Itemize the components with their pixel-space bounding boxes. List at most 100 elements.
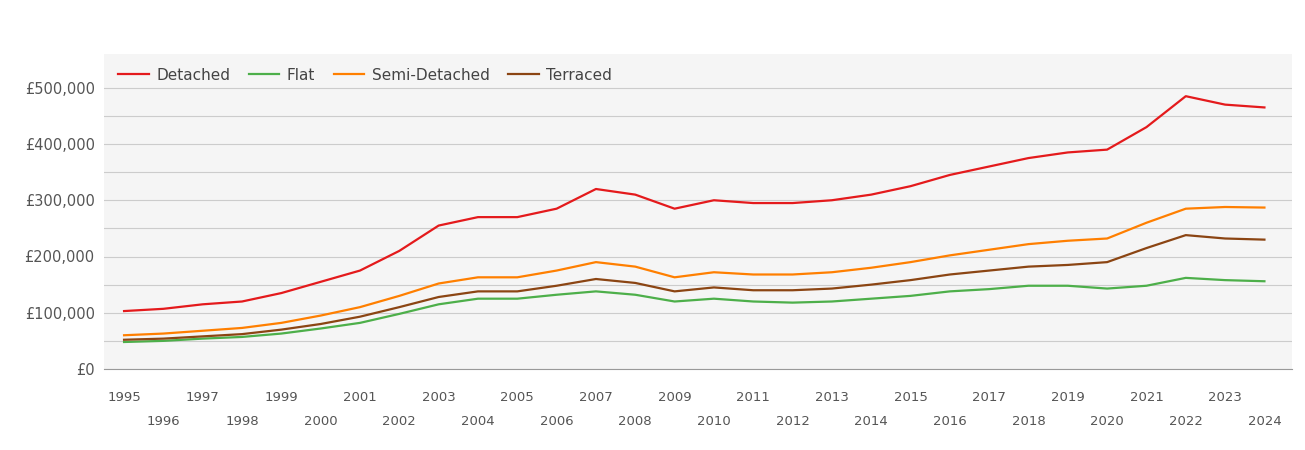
Text: 2012: 2012	[775, 415, 809, 428]
Text: 2010: 2010	[697, 415, 731, 428]
Terraced	[667, 289, 683, 294]
Terraced	[981, 268, 997, 273]
Semi-Detached	[1139, 220, 1155, 225]
Detached	[1060, 150, 1075, 155]
Detached	[784, 200, 800, 206]
Terraced	[431, 294, 446, 300]
Semi-Detached	[352, 304, 368, 310]
Detached	[1218, 102, 1233, 108]
Terraced	[589, 276, 604, 282]
Terraced	[864, 282, 880, 287]
Flat	[745, 299, 761, 304]
Text: 2001: 2001	[343, 391, 377, 404]
Detached	[194, 302, 210, 307]
Flat	[392, 311, 407, 317]
Flat	[1021, 283, 1036, 288]
Text: 1997: 1997	[185, 391, 219, 404]
Terraced	[470, 289, 485, 294]
Detached	[981, 164, 997, 169]
Text: 2013: 2013	[814, 391, 848, 404]
Terraced	[1257, 237, 1272, 242]
Detached	[392, 248, 407, 254]
Text: 2006: 2006	[540, 415, 573, 428]
Detached	[589, 186, 604, 192]
Text: 2015: 2015	[894, 391, 928, 404]
Detached	[431, 223, 446, 228]
Text: 2018: 2018	[1011, 415, 1045, 428]
Terraced	[116, 337, 132, 342]
Terraced	[509, 289, 525, 294]
Text: 2017: 2017	[972, 391, 1006, 404]
Detached	[549, 206, 565, 211]
Semi-Detached	[942, 253, 958, 258]
Text: 1995: 1995	[107, 391, 141, 404]
Legend: Detached, Flat, Semi-Detached, Terraced: Detached, Flat, Semi-Detached, Terraced	[112, 62, 619, 89]
Line: Terraced: Terraced	[124, 235, 1265, 340]
Terraced	[234, 331, 249, 337]
Flat	[667, 299, 683, 304]
Terraced	[1060, 262, 1075, 268]
Semi-Detached	[431, 281, 446, 286]
Flat	[823, 299, 839, 304]
Terraced	[549, 283, 565, 288]
Detached	[509, 214, 525, 220]
Text: 2023: 2023	[1208, 391, 1242, 404]
Detached	[155, 306, 171, 311]
Flat	[706, 296, 722, 302]
Terraced	[903, 277, 919, 283]
Text: 2009: 2009	[658, 391, 692, 404]
Semi-Detached	[981, 247, 997, 252]
Terraced	[823, 286, 839, 291]
Line: Semi-Detached: Semi-Detached	[124, 207, 1265, 335]
Semi-Detached	[706, 270, 722, 275]
Terraced	[628, 280, 643, 286]
Semi-Detached	[628, 264, 643, 269]
Text: 1999: 1999	[265, 391, 298, 404]
Terraced	[706, 285, 722, 290]
Text: 2003: 2003	[422, 391, 455, 404]
Detached	[667, 206, 683, 211]
Detached	[1021, 155, 1036, 161]
Flat	[509, 296, 525, 302]
Terraced	[155, 336, 171, 341]
Flat	[1099, 286, 1114, 291]
Detached	[903, 184, 919, 189]
Detached	[823, 198, 839, 203]
Detached	[274, 290, 290, 296]
Text: 2005: 2005	[500, 391, 534, 404]
Terraced	[352, 314, 368, 319]
Semi-Detached	[392, 293, 407, 299]
Text: 2024: 2024	[1248, 415, 1282, 428]
Detached	[628, 192, 643, 197]
Flat	[628, 292, 643, 297]
Semi-Detached	[1021, 241, 1036, 247]
Detached	[313, 279, 329, 284]
Semi-Detached	[234, 325, 249, 331]
Text: 1996: 1996	[146, 415, 180, 428]
Detached	[745, 200, 761, 206]
Semi-Detached	[1218, 204, 1233, 210]
Flat	[1257, 279, 1272, 284]
Line: Detached: Detached	[124, 96, 1265, 311]
Detached	[864, 192, 880, 197]
Terraced	[745, 288, 761, 293]
Semi-Detached	[549, 268, 565, 273]
Text: 2020: 2020	[1090, 415, 1124, 428]
Flat	[864, 296, 880, 302]
Terraced	[313, 321, 329, 327]
Detached	[942, 172, 958, 178]
Flat	[431, 302, 446, 307]
Terraced	[1139, 245, 1155, 251]
Text: 2011: 2011	[736, 391, 770, 404]
Text: 2021: 2021	[1130, 391, 1163, 404]
Detached	[1178, 94, 1194, 99]
Flat	[1139, 283, 1155, 288]
Flat	[1178, 275, 1194, 281]
Semi-Detached	[313, 313, 329, 318]
Semi-Detached	[667, 274, 683, 280]
Semi-Detached	[116, 333, 132, 338]
Detached	[352, 268, 368, 273]
Flat	[549, 292, 565, 297]
Flat	[589, 289, 604, 294]
Terraced	[1178, 232, 1194, 238]
